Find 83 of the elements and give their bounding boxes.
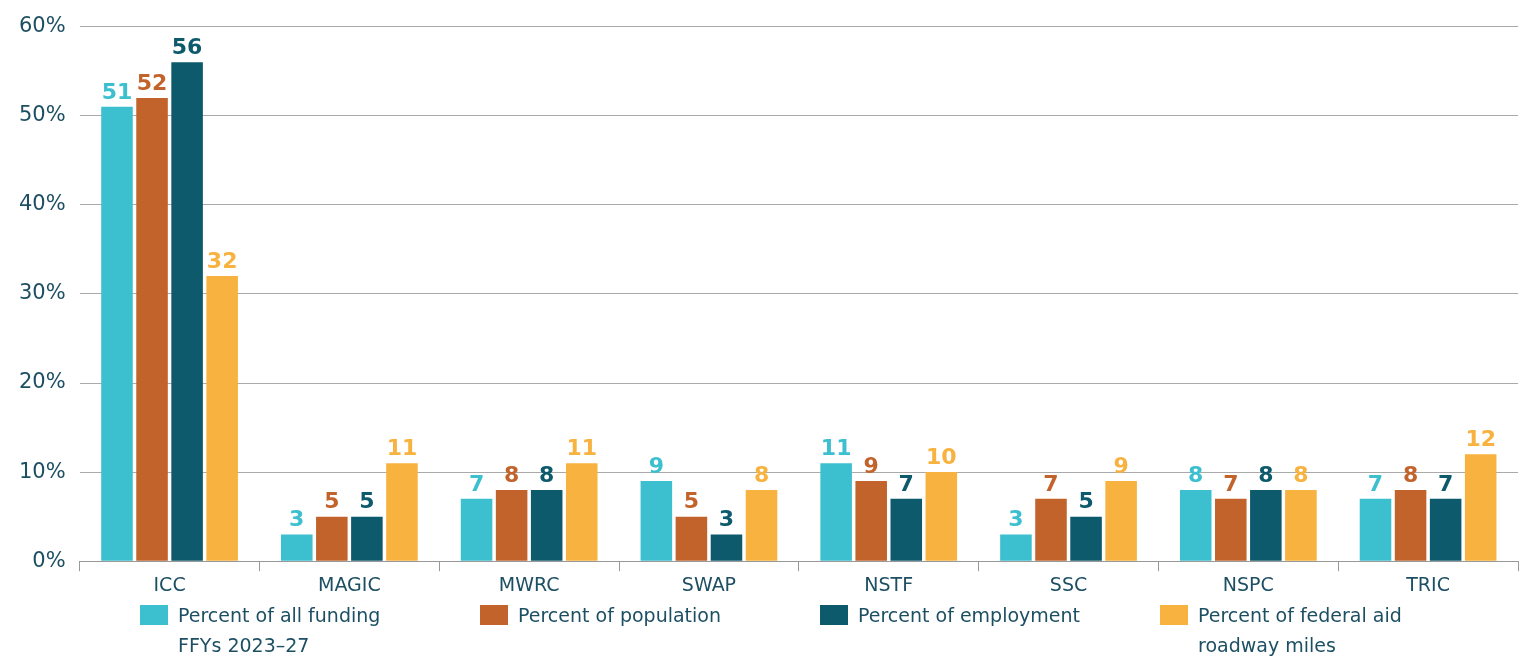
- bar: [890, 498, 923, 561]
- data-label: 51: [101, 78, 133, 104]
- data-label: 5: [1078, 488, 1094, 514]
- bar: [1179, 489, 1212, 561]
- bar: [386, 463, 418, 561]
- x-tick-label: MWRC: [498, 572, 560, 595]
- data-label: 7: [898, 470, 914, 496]
- legend-label: Percent of employment: [858, 603, 1081, 628]
- y-tick-label: 40%: [18, 191, 66, 216]
- data-label: 12: [1465, 426, 1497, 451]
- data-label: 7: [468, 470, 485, 496]
- bar: [281, 534, 313, 561]
- x-tick-label: NSTF: [864, 572, 914, 595]
- data-label: 7: [1367, 470, 1384, 496]
- data-label: 8: [1402, 461, 1419, 487]
- legend-label: Percent of federal aid roadway miles: [1198, 603, 1403, 658]
- data-label: 11: [820, 434, 852, 460]
- bar: [206, 276, 238, 561]
- bar: [1285, 489, 1317, 561]
- x-tick-label: TRIC: [1405, 572, 1450, 595]
- bar: [1250, 489, 1282, 561]
- y-tick-label: 0%: [32, 547, 66, 572]
- data-label: 7: [1043, 470, 1059, 496]
- data-label: 8: [1293, 461, 1309, 487]
- y-tick-label: 30%: [18, 280, 66, 305]
- data-label: 11: [566, 434, 598, 460]
- y-tick-label: 20%: [18, 369, 66, 394]
- data-label: 7: [1437, 470, 1454, 496]
- data-label: 3: [718, 506, 735, 532]
- legend-label: Percent of all funding FFYs 2023–27: [178, 603, 382, 658]
- bar: [820, 463, 852, 561]
- legend-label: Percent of population: [518, 603, 722, 628]
- data-label: 9: [648, 452, 665, 478]
- x-tick-label: NSPC: [1222, 572, 1274, 595]
- bar: [565, 463, 598, 561]
- bar: [1000, 534, 1032, 561]
- bar: [495, 489, 528, 561]
- bar: [855, 481, 887, 561]
- data-label: 5: [683, 488, 700, 514]
- bar: [351, 516, 383, 561]
- bar: [1464, 454, 1497, 561]
- bar: [171, 62, 203, 561]
- x-tick-label: ICC: [153, 572, 186, 595]
- y-tick-label: 60%: [18, 13, 66, 38]
- data-label: 8: [753, 461, 770, 487]
- data-label: 56: [171, 33, 203, 59]
- bar: [316, 516, 348, 561]
- bar: [745, 489, 778, 561]
- bar: [1215, 498, 1247, 561]
- bar: [1429, 498, 1462, 561]
- data-label: 8: [503, 461, 520, 487]
- bar: [530, 489, 563, 561]
- bar: [925, 472, 958, 561]
- data-label: 8: [1258, 461, 1274, 487]
- data-label: 3: [1008, 506, 1024, 532]
- data-label: 9: [863, 452, 879, 478]
- data-label: 5: [359, 488, 375, 514]
- data-label: 7: [1223, 470, 1239, 496]
- bar: [1105, 481, 1137, 561]
- bar: [1070, 516, 1102, 561]
- bar: [675, 516, 708, 561]
- data-label: 8: [1188, 461, 1204, 487]
- data-label: 8: [539, 461, 555, 487]
- data-label: 32: [206, 247, 238, 273]
- data-label: 10: [926, 443, 957, 469]
- data-label: 3: [289, 506, 305, 532]
- bar: [136, 97, 168, 561]
- y-tick-label: 10%: [18, 458, 66, 483]
- x-tick-label: SWAP: [681, 572, 737, 595]
- x-tick-label: MAGIC: [318, 572, 381, 595]
- data-label: 11: [386, 434, 418, 460]
- bar: [460, 498, 493, 561]
- data-label: 52: [136, 69, 168, 95]
- bar: [1035, 498, 1067, 561]
- data-label: 9: [1113, 452, 1129, 478]
- bar: [1394, 489, 1427, 561]
- bar: [1359, 498, 1392, 561]
- bar: [710, 534, 743, 561]
- y-tick-label: 50%: [18, 102, 66, 127]
- bar: [640, 481, 673, 561]
- x-tick-label: SSC: [1049, 572, 1088, 595]
- data-label: 5: [324, 488, 340, 514]
- bar: [101, 106, 133, 561]
